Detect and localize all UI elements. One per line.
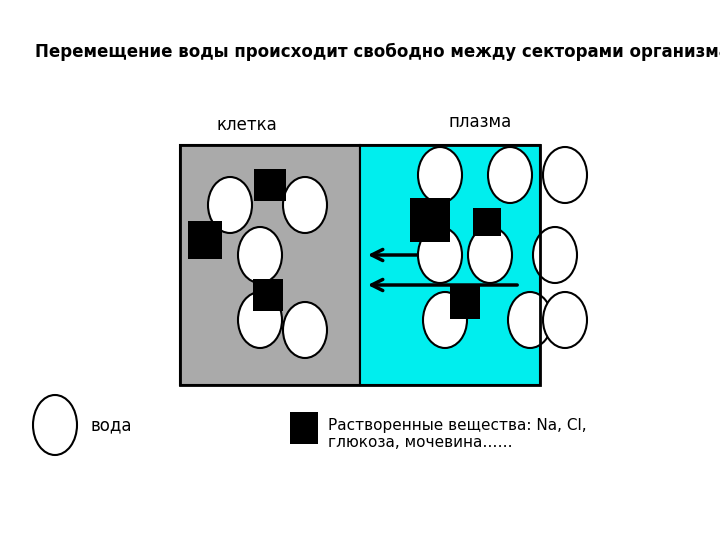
Bar [360,145,540,385]
Ellipse shape [543,292,587,348]
Bar [410,198,450,242]
Bar [180,145,540,385]
Text: Растворенные вещества: Na, Cl,
глюкоза, мочевина……: Растворенные вещества: Na, Cl, глюкоза, … [328,418,587,450]
Ellipse shape [468,227,512,283]
Ellipse shape [33,395,77,455]
Bar [290,412,318,444]
Ellipse shape [238,227,282,283]
Ellipse shape [208,177,252,233]
Text: клетка: клетка [217,116,277,134]
Text: плазма: плазма [449,113,512,131]
Ellipse shape [543,147,587,203]
Ellipse shape [283,302,327,358]
Bar [253,279,283,311]
Text: Перемещение воды происходит свободно между секторами организма: Перемещение воды происходит свободно меж… [35,43,720,61]
Ellipse shape [238,292,282,348]
Ellipse shape [508,292,552,348]
Bar [188,221,222,259]
Ellipse shape [418,147,462,203]
Ellipse shape [283,177,327,233]
Bar [254,169,286,201]
Ellipse shape [488,147,532,203]
Ellipse shape [533,227,577,283]
Bar [180,145,360,385]
Ellipse shape [423,292,467,348]
Text: вода: вода [90,416,132,434]
Bar [450,285,480,319]
Bar [473,208,501,236]
Ellipse shape [418,227,462,283]
